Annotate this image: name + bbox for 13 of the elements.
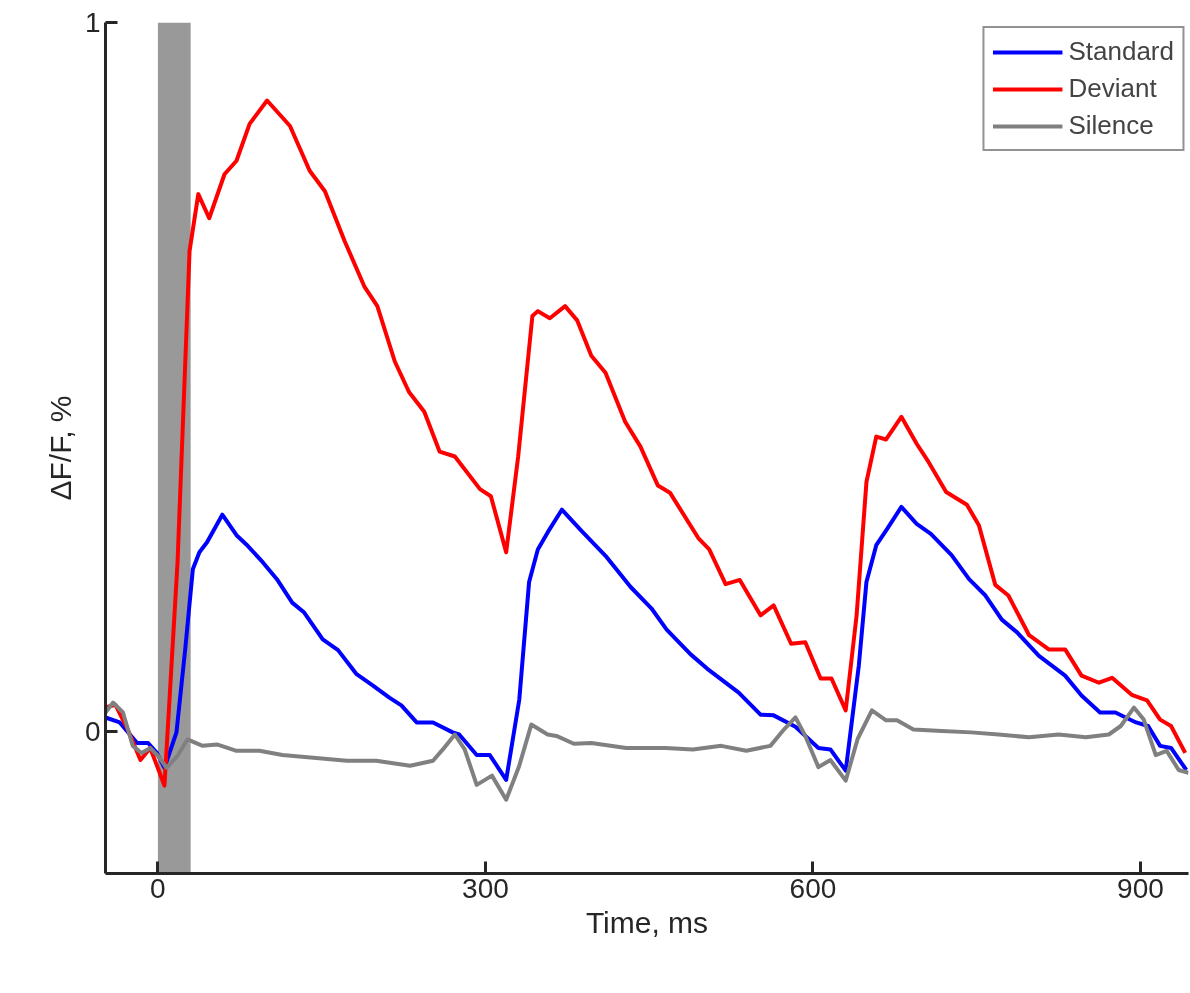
legend-label: Deviant (1068, 73, 1157, 104)
line-series (105, 700, 1189, 802)
x-axis-title: Time, ms (585, 905, 709, 939)
legend-label: Silence (1068, 110, 1154, 141)
x-tick-label: 0 (150, 872, 166, 904)
y-axis-title: ΔF/F, % (43, 395, 77, 501)
x-tick-label: 300 (462, 872, 509, 904)
x-tick-label: 600 (789, 872, 837, 904)
legend-label: Standard (1068, 36, 1174, 67)
line-series (105, 98, 1188, 788)
x-tick-label: 900 (1117, 872, 1164, 904)
y-tick-label: 1 (84, 7, 101, 38)
line-series (105, 504, 1189, 782)
